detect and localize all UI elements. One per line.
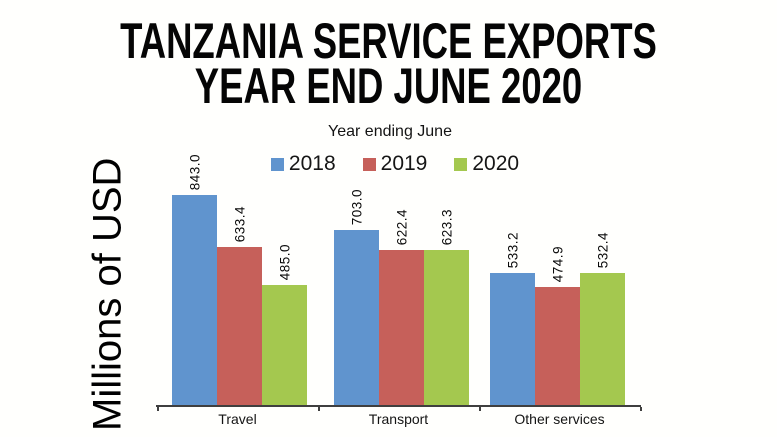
bar-2018-other-services: 533.2: [490, 232, 535, 406]
bar-value-label: 633.4: [232, 205, 247, 242]
bar-group-other-services: 533.2 474.9 532.4: [490, 232, 625, 406]
bar-2019-other-services: 474.9: [535, 246, 580, 406]
bar-value-label: 532.4: [595, 231, 610, 268]
legend: 2018 2019 2020: [0, 152, 777, 176]
bar-value-label: 623.3: [439, 208, 454, 245]
chart-title-line-1: TANZANIA SERVICE EXPORTS: [120, 13, 657, 69]
plot-area: 843.0 633.4 485.0 703.0 622.4 623.3 533.2 474.9…: [157, 150, 640, 406]
bar-2019-travel: 633.4: [217, 206, 262, 406]
bar-value-label: 843.0: [187, 153, 202, 190]
bar-2020-other-services: 532.4: [580, 232, 625, 406]
bar-2020-travel: 485.0: [262, 244, 307, 406]
legend-label: 2020: [472, 152, 520, 175]
bar-value-label: 474.9: [550, 245, 565, 282]
bar-2019-transport: 622.4: [379, 209, 424, 406]
chart-title-line-2: YEAR END JUNE 2020: [194, 58, 583, 114]
legend-swatch-2020: [454, 157, 468, 171]
legend-item-2018: 2018: [270, 152, 336, 176]
chart-title: TANZANIA SERVICE EXPORTS YEAR END JUNE 2…: [0, 13, 777, 114]
x-axis-tick: [479, 407, 481, 411]
bar-value-label: 485.0: [277, 243, 292, 280]
category-label-travel: Travel: [218, 411, 257, 427]
bar-group-travel: 843.0 633.4 485.0: [172, 154, 307, 406]
category-label-transport: Transport: [368, 411, 429, 427]
bar-group-transport: 703.0 622.4 623.3: [334, 189, 469, 406]
x-axis-tick: [157, 407, 159, 411]
legend-label: 2018: [288, 152, 336, 175]
bar-value-label: 533.2: [505, 231, 520, 268]
legend-item-2019: 2019: [362, 152, 428, 176]
category-label-other-services: Other services: [514, 411, 605, 427]
legend-label: 2019: [380, 152, 428, 175]
bar-value-label: 622.4: [394, 208, 409, 245]
x-axis-tick: [318, 407, 320, 411]
x-axis-line: [156, 405, 641, 407]
bar-2018-travel: 843.0: [172, 154, 217, 406]
x-axis-tick: [640, 407, 642, 411]
bar-value-label: 703.0: [349, 188, 364, 225]
legend-title: Year ending June: [328, 123, 452, 140]
legend-item-2020: 2020: [454, 152, 519, 176]
legend-swatch-2019: [362, 157, 376, 171]
bar-2020-transport: 623.3: [424, 209, 469, 406]
bar-2018-transport: 703.0: [334, 189, 379, 406]
y-axis-label: Millions of USD: [85, 157, 130, 431]
legend-swatch-2018: [270, 157, 284, 171]
